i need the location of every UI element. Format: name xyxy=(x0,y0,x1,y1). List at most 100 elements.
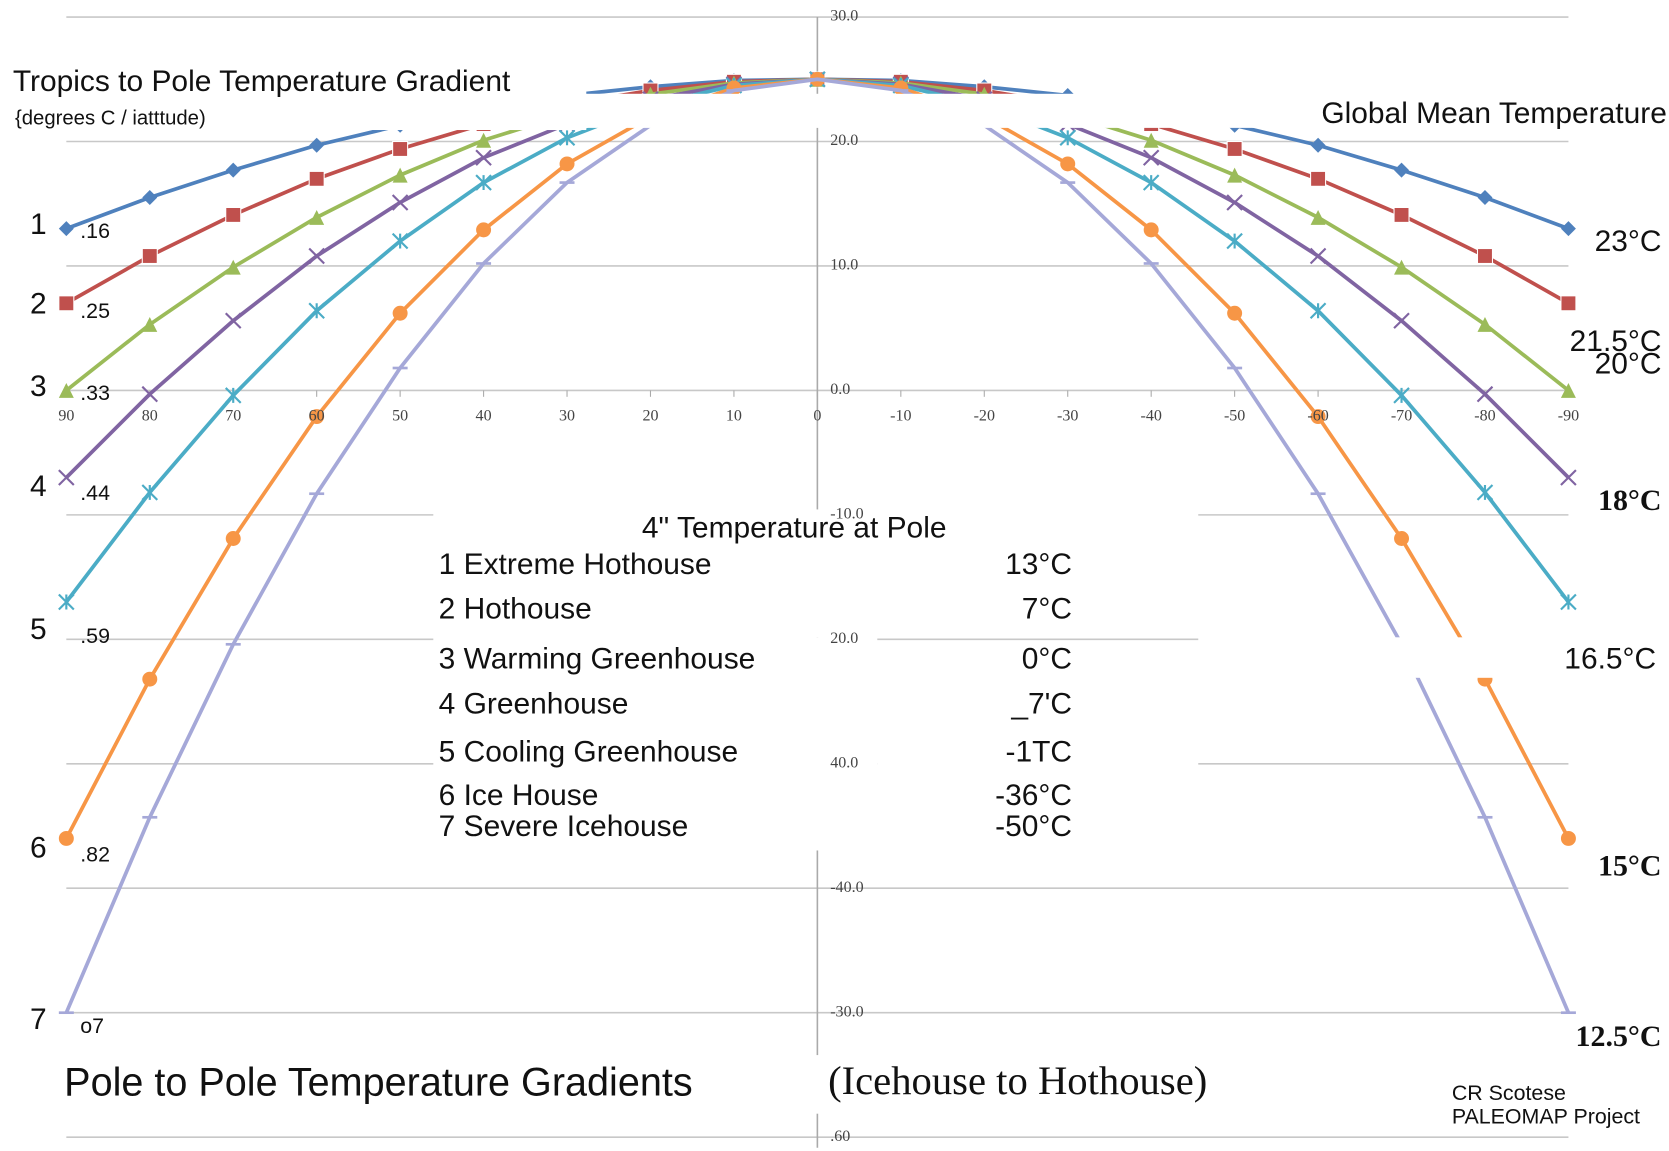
marker xyxy=(58,221,74,237)
marker xyxy=(392,167,408,183)
bottom-title: Pole to Pole Temperature Gradients xyxy=(64,1060,692,1104)
row-number: 3 xyxy=(30,370,47,403)
marker xyxy=(1560,593,1577,611)
y-tick-label: 0.0 xyxy=(830,381,850,398)
marker xyxy=(1394,259,1410,275)
marker xyxy=(1142,149,1160,166)
row-number: 7 xyxy=(30,1003,47,1036)
marker xyxy=(475,149,492,166)
x-tick-label: -50 xyxy=(1224,408,1245,425)
x-tick-label: 70 xyxy=(225,408,241,425)
marker xyxy=(1477,316,1493,332)
marker xyxy=(58,469,75,486)
x-tick-label: -70 xyxy=(1391,408,1412,425)
marker xyxy=(308,247,325,265)
marker xyxy=(1226,140,1243,157)
legend-temp: -1TC xyxy=(1005,735,1072,768)
legend-temp: 7°C xyxy=(1022,593,1072,626)
global-mean-label: 23°C xyxy=(1595,225,1662,258)
y-tick-label: 10.0 xyxy=(830,257,858,274)
marker xyxy=(1477,190,1493,205)
marker xyxy=(1393,206,1410,223)
mask xyxy=(1198,637,1669,678)
marker xyxy=(392,140,409,157)
marker xyxy=(1560,382,1576,398)
x-tick-label: -90 xyxy=(1558,408,1579,425)
legend-name: 5 Cooling Greenhouse xyxy=(439,735,739,768)
marker xyxy=(141,248,158,264)
marker xyxy=(1310,409,1326,425)
x-tick-label: -60 xyxy=(1307,408,1328,425)
marker xyxy=(1476,248,1494,264)
marker xyxy=(58,382,74,398)
marker xyxy=(308,302,325,319)
marker xyxy=(1309,247,1327,265)
marker xyxy=(142,671,158,687)
x-tick-label: 90 xyxy=(58,408,74,425)
marker xyxy=(224,387,242,404)
x-tick-label: -20 xyxy=(974,408,995,425)
gradient-label: .44 xyxy=(80,481,110,505)
right-title: Global Mean Temperature xyxy=(1321,97,1667,130)
marker xyxy=(58,295,75,312)
row-number: 2 xyxy=(30,288,47,321)
marker xyxy=(475,174,492,191)
marker xyxy=(391,232,409,250)
marker xyxy=(558,129,576,146)
plot xyxy=(58,71,1577,1015)
marker xyxy=(391,194,409,211)
marker xyxy=(225,259,241,275)
marker xyxy=(1143,132,1159,148)
marker xyxy=(1560,469,1577,486)
legend-name: 1 Extreme Hothouse xyxy=(439,548,712,581)
x-tick-label: 10 xyxy=(726,408,742,425)
marker xyxy=(224,312,242,329)
marker xyxy=(1060,156,1076,172)
gradient-label: .82 xyxy=(80,842,110,866)
marker xyxy=(1227,167,1243,183)
marker xyxy=(1310,209,1326,225)
marker xyxy=(1476,484,1494,501)
marker xyxy=(559,156,575,172)
marker xyxy=(58,830,74,846)
labels: Tropics to Pole Temperature Gradient {de… xyxy=(13,8,1667,1145)
legend-temp: 13°C xyxy=(1005,548,1072,581)
gradient-label: .16 xyxy=(80,219,110,243)
y-tick-label: .60 xyxy=(830,1128,850,1145)
row-number: 1 xyxy=(30,208,47,241)
x-tick-label: 20 xyxy=(642,408,658,425)
legend-title: 4" Temperature at Pole xyxy=(642,512,947,545)
marker xyxy=(309,209,325,225)
marker xyxy=(225,531,241,546)
x-tick-label: -40 xyxy=(1140,408,1161,425)
marker xyxy=(476,132,492,148)
marker xyxy=(1560,830,1576,846)
title: Tropics to Pole Temperature Gradient xyxy=(13,65,511,98)
bottom-subtitle: (Icehouse to Hothouse) xyxy=(828,1058,1207,1103)
y-tick-label: 20.0 xyxy=(830,630,858,647)
y-tick-label: 20.0 xyxy=(830,132,858,149)
marker xyxy=(141,484,159,501)
global-mean-label: 21.5°C xyxy=(1570,325,1662,358)
legend-name: 7 Severe Icehouse xyxy=(439,810,689,843)
mask xyxy=(877,677,1199,851)
credit: PALEOMAP Project xyxy=(1452,1105,1640,1129)
marker xyxy=(225,162,241,178)
marker xyxy=(392,305,408,321)
marker xyxy=(1310,137,1326,153)
y-tick-label: -10.0 xyxy=(830,506,863,523)
x-tick-label: 80 xyxy=(142,408,158,425)
global-mean-label: 15°C xyxy=(1598,849,1662,882)
marker xyxy=(309,137,325,153)
legend-name: 6 Ice House xyxy=(439,779,599,812)
credit: CR Scotese xyxy=(1452,1081,1566,1105)
subtitle: {degrees C / iatttude) xyxy=(15,108,206,130)
marker xyxy=(225,206,242,223)
mask xyxy=(433,637,878,851)
x-tick-label: 40 xyxy=(476,408,492,425)
legend-name: 2 Hothouse xyxy=(439,593,592,626)
y-tick-label: -40.0 xyxy=(830,879,863,896)
marker xyxy=(142,316,158,332)
legend-temp: 0°C xyxy=(1022,643,1072,676)
marker xyxy=(1226,232,1243,250)
